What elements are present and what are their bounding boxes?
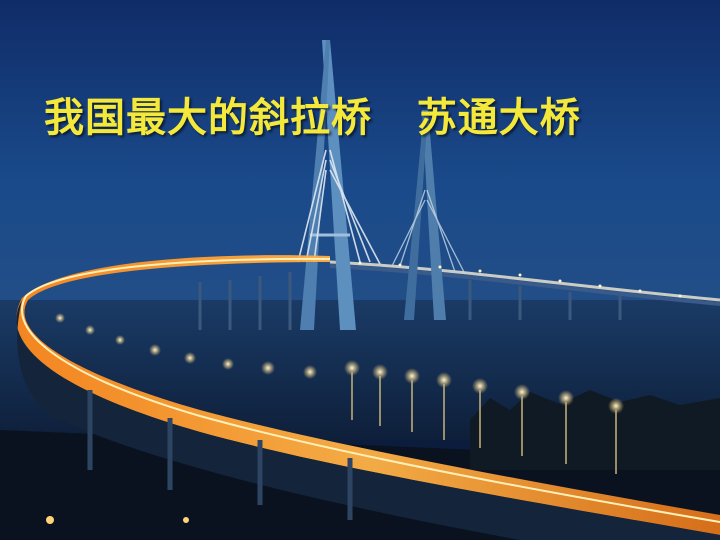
bridge-deck-glow (16, 255, 720, 535)
cables-left (297, 149, 381, 265)
sky (0, 0, 720, 330)
tree-line (470, 390, 720, 470)
street-lamps (55, 313, 624, 414)
bridge-deck-edge (20, 257, 720, 523)
cables-right (391, 189, 466, 275)
lamp-posts (351, 372, 617, 474)
far-bridge-span (329, 260, 720, 302)
bridge-underside (16, 300, 720, 540)
ground-lights (46, 516, 189, 524)
near-piers (87, 390, 353, 520)
far-piers (198, 272, 622, 330)
far-deck-lights (358, 261, 682, 298)
slide-title: 我国最大的斜拉桥 苏通大桥 (44, 95, 581, 141)
